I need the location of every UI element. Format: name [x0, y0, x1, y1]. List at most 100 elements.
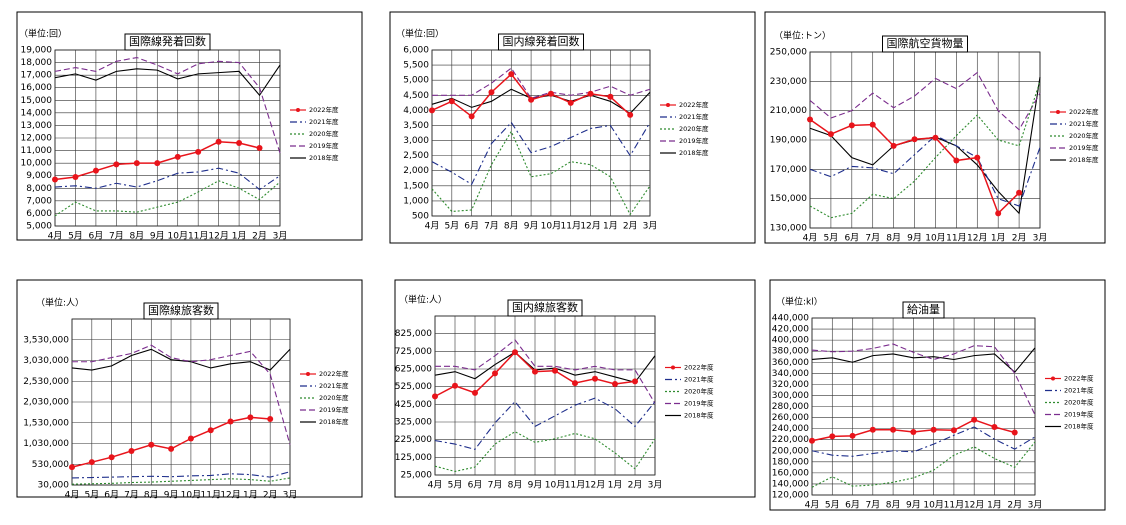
x-tick-label: 8月: [504, 221, 519, 232]
x-tick-label: 8月: [144, 490, 159, 501]
y-tick-label: 17,000: [21, 71, 53, 81]
legend-label: 2020年度: [309, 129, 339, 138]
y-tick-label: 225,000: [395, 435, 432, 445]
legend-label: 2019年度: [1069, 143, 1099, 152]
legend-label: 2021年度: [1064, 386, 1094, 395]
x-tick-label: 1月: [232, 231, 247, 242]
y-tick-label: 525,000: [395, 382, 432, 392]
x-tick-label: 11月: [188, 231, 208, 242]
x-tick-label: 7月: [865, 500, 880, 511]
legend-label: 2018年度: [679, 148, 709, 157]
data-point: [953, 157, 960, 164]
x-tick-label: 4月: [48, 231, 63, 242]
data-point: [187, 435, 194, 442]
x-tick-label: 7月: [484, 221, 499, 232]
data-point: [911, 136, 918, 143]
data-point: [607, 93, 614, 100]
data-point: [991, 423, 998, 430]
x-tick-label: 10月: [925, 233, 945, 244]
x-tick-label: 12月: [585, 480, 605, 491]
x-tick-label: 12月: [964, 500, 984, 511]
series-line: [71, 471, 291, 479]
legend-label: 2022年度: [1069, 107, 1099, 116]
data-point: [612, 381, 618, 388]
y-tick-label: 1,500: [403, 181, 429, 191]
legend-label: 2018年度: [684, 411, 714, 420]
x-tick-label: 1月: [603, 221, 618, 232]
y-tick-label: 420,000: [772, 325, 809, 335]
data-point: [452, 382, 458, 389]
x-tick-label: 6月: [104, 490, 119, 501]
x-tick-label: 10月: [168, 231, 188, 242]
y-tick-label: 425,000: [395, 400, 432, 410]
series-line: [809, 134, 1041, 207]
legend-box: [658, 98, 712, 162]
legend-label: 2022年度: [684, 363, 714, 372]
y-tick-label: 3,000: [403, 136, 429, 146]
data-point: [472, 389, 478, 396]
data-point: [148, 441, 155, 448]
y-tick-label: 130,000: [770, 224, 807, 234]
data-point: [910, 428, 917, 435]
y-tick-label: 125,000: [395, 453, 432, 463]
x-tick-label: 9月: [164, 490, 179, 501]
chart-title: 国際線旅客数: [148, 303, 214, 317]
legend-label: 2022年度: [1064, 374, 1094, 383]
data-point: [1016, 189, 1023, 196]
y-tick-label: 340,000: [772, 369, 809, 379]
y-tick-label: 16,000: [21, 83, 53, 93]
y-tick-label: 160,000: [772, 468, 809, 478]
x-tick-label: 8月: [886, 500, 901, 511]
legend-box: [1048, 105, 1102, 169]
series-line: [435, 339, 656, 404]
y-tick-label: 300,000: [772, 391, 809, 401]
x-tick-label: 4月: [428, 480, 443, 491]
y-tick-label: 140,000: [772, 479, 809, 489]
legend-label: 2019年度: [319, 405, 349, 414]
data-point: [128, 447, 135, 454]
data-point: [807, 116, 813, 123]
series-line: [431, 130, 651, 216]
y-tick-label: 200,000: [772, 446, 809, 456]
data-point: [236, 140, 243, 147]
title-box: [902, 301, 945, 319]
data-point: [592, 375, 598, 382]
data-point: [429, 107, 435, 114]
series-line: [434, 351, 656, 383]
y-tick-label: 170,000: [770, 165, 807, 175]
y-tick-label: 6,000: [26, 209, 52, 219]
y-tick-label: 325,000: [395, 418, 432, 428]
data-point: [890, 426, 897, 433]
unit-label: （単位:人）: [36, 297, 84, 309]
legend-label: 2022年度: [679, 100, 709, 109]
x-tick-label: 5月: [68, 231, 83, 242]
legend-box: [663, 360, 717, 425]
legend-label: 2018年度: [309, 153, 339, 162]
x-tick-label: 6月: [845, 500, 860, 511]
legend-marker: [1056, 110, 1060, 114]
data-point: [468, 113, 475, 120]
data-point: [72, 173, 79, 180]
y-tick-label: 725,000: [395, 347, 432, 357]
data-point: [869, 121, 876, 128]
data-point: [1011, 429, 1018, 436]
data-point: [547, 90, 554, 97]
y-tick-label: 2,530,000: [23, 377, 69, 387]
x-tick-label: 3月: [648, 480, 663, 491]
chart-title: 国際航空貨物量: [887, 36, 964, 50]
x-tick-label: 7月: [865, 233, 880, 244]
unit-label: （単位:人）: [399, 294, 447, 306]
y-tick-label: 320,000: [772, 380, 809, 390]
data-point: [950, 427, 957, 434]
y-tick-label: 190,000: [770, 136, 807, 146]
unit-label: （単位:kl）: [776, 296, 823, 308]
data-point: [508, 71, 515, 78]
data-point: [133, 160, 140, 167]
data-point: [113, 161, 120, 168]
data-point: [974, 154, 981, 161]
legend-label: 2021年度: [319, 381, 349, 390]
x-tick-label: 10月: [545, 480, 565, 491]
chart-panel: 25,000 125,000 225,000 325,000 425,000 525,00…: [394, 279, 756, 498]
legend-label: 2018年度: [1064, 422, 1094, 431]
y-tick-label: 120,000: [772, 491, 809, 501]
